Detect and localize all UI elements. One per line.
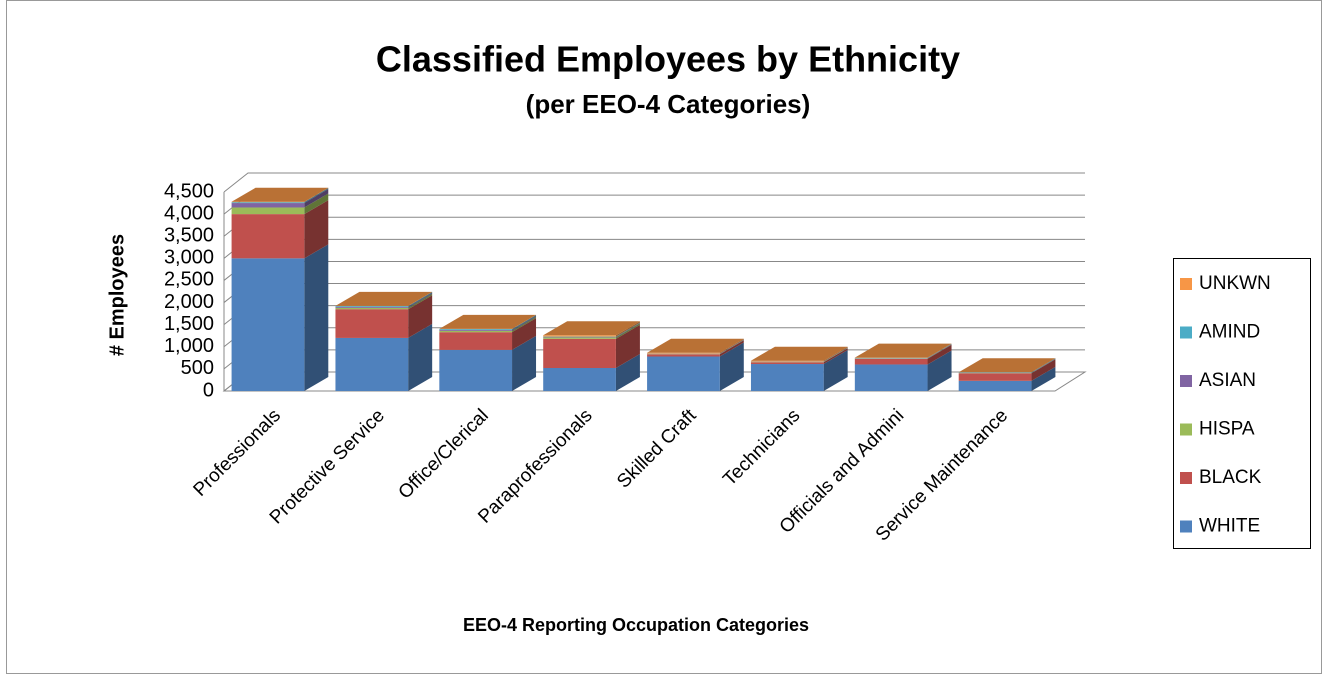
legend-label: UNKWN bbox=[1199, 273, 1271, 294]
bar-segment bbox=[751, 362, 824, 364]
y-tick-label: 4,000 bbox=[164, 202, 214, 224]
bar-segment bbox=[855, 364, 928, 391]
y-tick-label: 2,500 bbox=[164, 269, 214, 291]
y-tick-label: 1,000 bbox=[164, 335, 214, 357]
bar-segment bbox=[232, 214, 305, 258]
bar-segment bbox=[751, 361, 824, 362]
bar-side bbox=[304, 244, 328, 391]
bar-segment bbox=[647, 357, 720, 391]
y-tick-label: 3,500 bbox=[164, 225, 214, 247]
legend-box bbox=[1174, 259, 1311, 549]
bar-segment bbox=[335, 307, 408, 308]
bar-segment bbox=[439, 350, 512, 391]
legend-label: HISPA bbox=[1199, 419, 1255, 440]
legend-label: WHITE bbox=[1199, 516, 1260, 537]
bar-segment bbox=[959, 373, 1032, 381]
legend-swatch bbox=[1180, 472, 1192, 484]
chart-title: Classified Employees by Ethnicity bbox=[376, 39, 960, 80]
bar-segment bbox=[439, 332, 512, 350]
y-tick-label: 500 bbox=[181, 357, 214, 379]
bar-segment bbox=[855, 359, 928, 365]
bar-segment bbox=[543, 368, 616, 391]
bar-segment bbox=[335, 306, 408, 307]
bar-segment bbox=[335, 338, 408, 391]
bar-segment bbox=[439, 331, 512, 332]
bar-segment bbox=[543, 337, 616, 338]
bar-segment bbox=[232, 202, 305, 203]
y-tick-label: 4,500 bbox=[164, 180, 214, 202]
bar-segment bbox=[647, 354, 720, 356]
y-tick-label: 2,000 bbox=[164, 291, 214, 313]
bar-segment bbox=[959, 381, 1032, 391]
bar-segment bbox=[335, 309, 408, 338]
legend-swatch bbox=[1180, 521, 1192, 533]
y-axis-title: # Employees bbox=[106, 234, 128, 356]
legend-swatch bbox=[1180, 278, 1192, 290]
bar-segment bbox=[439, 329, 512, 330]
y-tick-label: 0 bbox=[203, 379, 214, 401]
bar-segment bbox=[232, 258, 305, 391]
x-axis-title: EEO-4 Reporting Occupation Categories bbox=[463, 615, 809, 635]
bar-segment bbox=[232, 203, 305, 207]
legend-label: AMIND bbox=[1199, 322, 1260, 343]
bar-segment bbox=[647, 353, 720, 354]
bar-segment bbox=[543, 335, 616, 336]
bar-segment bbox=[543, 339, 616, 368]
legend-label: ASIAN bbox=[1199, 370, 1256, 391]
y-tick-label: 3,000 bbox=[164, 247, 214, 269]
legend-swatch bbox=[1180, 424, 1192, 436]
legend-swatch bbox=[1180, 327, 1192, 339]
y-tick-label: 1,500 bbox=[164, 313, 214, 335]
chart-subtitle: (per EEO-4 Categories) bbox=[526, 89, 811, 119]
bar-segment bbox=[232, 207, 305, 214]
legend-swatch bbox=[1180, 375, 1192, 387]
bar-segment bbox=[439, 330, 512, 331]
bar-segment bbox=[751, 364, 824, 391]
legend-label: BLACK bbox=[1199, 467, 1262, 488]
bar-segment bbox=[335, 308, 408, 309]
